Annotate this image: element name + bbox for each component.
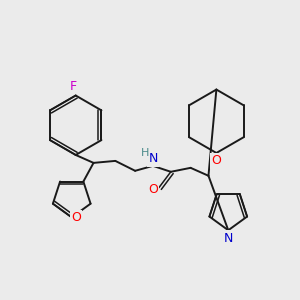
Text: N: N xyxy=(224,232,233,245)
Text: N: N xyxy=(148,152,158,165)
Text: O: O xyxy=(71,211,81,224)
Text: O: O xyxy=(148,183,158,196)
Text: O: O xyxy=(212,154,221,167)
Text: F: F xyxy=(70,80,77,93)
Text: H: H xyxy=(141,148,149,158)
